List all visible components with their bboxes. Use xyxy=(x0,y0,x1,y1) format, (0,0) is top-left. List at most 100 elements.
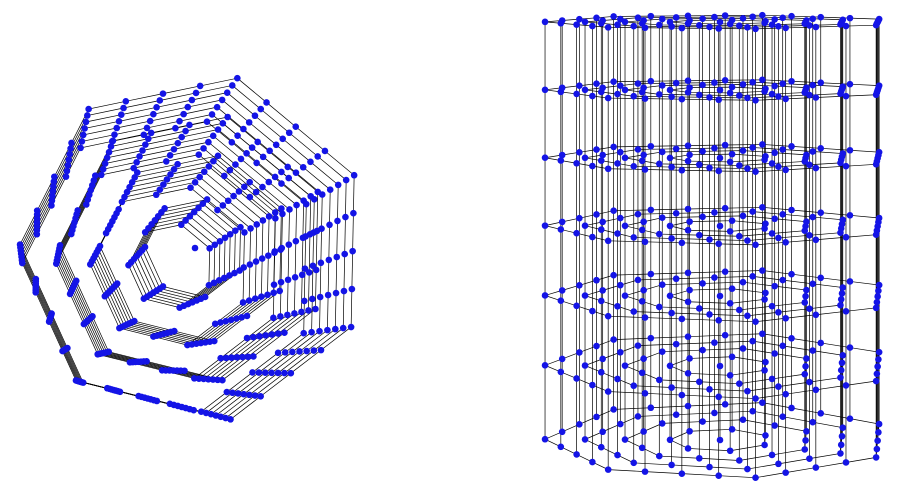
node xyxy=(80,320,88,328)
node xyxy=(228,138,236,146)
node xyxy=(66,290,74,298)
node xyxy=(604,24,612,31)
node xyxy=(558,218,566,226)
node xyxy=(782,390,789,398)
node xyxy=(196,82,204,90)
node xyxy=(771,215,778,223)
node xyxy=(291,274,299,281)
node xyxy=(779,276,786,284)
node xyxy=(728,285,736,293)
node xyxy=(199,200,207,207)
node xyxy=(278,244,286,252)
node xyxy=(296,348,303,355)
node xyxy=(782,95,789,103)
node xyxy=(214,126,222,133)
node xyxy=(245,297,253,304)
node xyxy=(716,222,724,230)
node xyxy=(581,18,589,26)
node xyxy=(324,326,331,334)
node xyxy=(721,331,729,339)
node xyxy=(695,378,703,386)
node xyxy=(706,236,713,243)
node xyxy=(721,76,729,84)
node xyxy=(634,413,642,420)
node xyxy=(842,459,850,466)
node xyxy=(115,118,123,125)
node xyxy=(136,153,143,160)
node xyxy=(581,154,589,162)
node xyxy=(239,353,246,361)
node xyxy=(735,380,743,387)
node xyxy=(576,149,583,156)
node xyxy=(809,148,817,155)
node xyxy=(617,420,624,428)
node xyxy=(604,466,612,473)
node xyxy=(735,162,743,169)
node xyxy=(647,142,655,150)
node xyxy=(837,90,844,97)
node xyxy=(310,229,317,236)
node xyxy=(599,17,606,24)
node xyxy=(666,86,674,94)
node xyxy=(812,94,820,101)
node xyxy=(230,192,237,200)
node xyxy=(711,144,718,152)
node xyxy=(293,201,300,209)
node xyxy=(604,94,612,102)
node xyxy=(244,353,252,361)
node xyxy=(759,11,766,19)
node xyxy=(263,99,270,106)
node xyxy=(332,325,339,333)
node xyxy=(678,24,686,32)
node xyxy=(125,261,132,269)
node xyxy=(761,225,768,232)
node xyxy=(809,418,817,426)
node xyxy=(589,307,596,315)
node xyxy=(647,334,655,342)
node xyxy=(614,90,621,98)
node xyxy=(247,225,254,232)
node xyxy=(200,375,207,383)
node xyxy=(33,230,41,238)
node xyxy=(771,16,778,23)
node xyxy=(298,308,305,316)
node xyxy=(640,428,647,435)
node xyxy=(817,79,825,87)
node xyxy=(214,152,222,160)
node xyxy=(658,281,666,288)
node xyxy=(177,221,185,229)
node xyxy=(873,370,881,378)
node xyxy=(802,292,809,300)
node xyxy=(286,206,293,213)
node xyxy=(775,23,782,30)
node xyxy=(541,18,549,26)
node xyxy=(744,165,751,172)
node xyxy=(668,93,675,101)
node xyxy=(117,111,125,118)
node xyxy=(172,124,179,132)
node xyxy=(684,402,692,410)
node xyxy=(775,460,782,468)
node xyxy=(581,436,589,443)
node xyxy=(142,141,149,148)
node xyxy=(610,271,617,279)
node xyxy=(240,390,248,398)
node xyxy=(655,376,663,384)
node xyxy=(775,93,782,100)
node xyxy=(243,312,251,320)
node xyxy=(271,248,278,255)
node xyxy=(79,131,87,139)
node xyxy=(170,165,178,173)
node xyxy=(120,104,127,112)
node xyxy=(846,212,854,219)
node xyxy=(604,312,612,320)
node xyxy=(640,151,647,159)
node xyxy=(558,84,566,92)
node xyxy=(316,293,324,301)
node xyxy=(241,183,248,191)
node xyxy=(50,183,57,190)
node xyxy=(617,348,624,356)
node xyxy=(641,95,649,102)
node xyxy=(317,259,325,267)
node xyxy=(782,166,789,174)
